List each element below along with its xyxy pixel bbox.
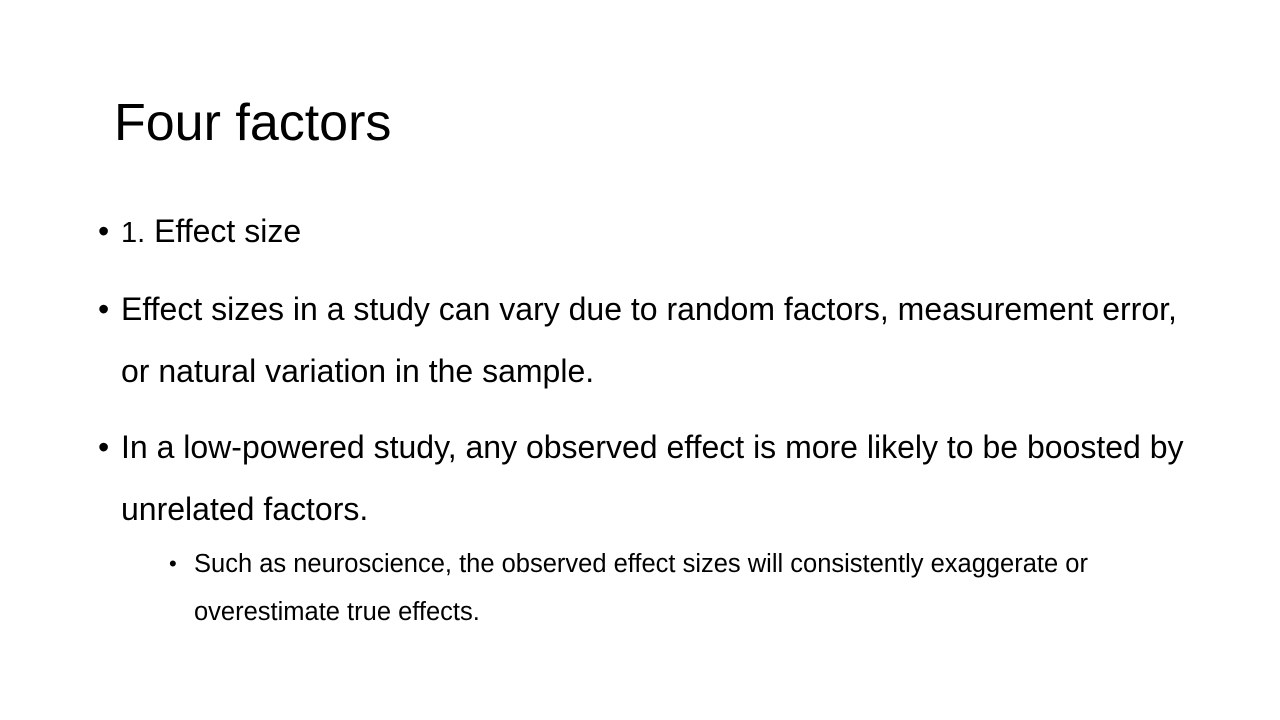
bullet-text: In a low-powered study, any observed eff… [121,429,1184,527]
bullet-marker: • [98,213,110,249]
sub-bullet-item-neuroscience: • Such as neuroscience, the observed eff… [121,540,1198,636]
bullet-text: Effect size [154,213,302,249]
bullet-item-variation: • Effect sizes in a study can vary due t… [98,278,1198,402]
bullet-text: Effect sizes in a study can vary due to … [121,291,1177,389]
slide-title: Four factors [114,94,392,152]
sub-bullet-marker: • [169,551,177,576]
bullet-marker: • [98,429,110,465]
bullet-item-low-powered: • In a low-powered study, any observed e… [98,416,1198,636]
bullet-marker: • [98,291,110,327]
bullet-item-effect-size: • 1. Effect size [98,200,1198,264]
sub-bullet-text: Such as neuroscience, the observed effec… [194,550,1088,626]
bullet-number: 1. [121,217,146,249]
bullet-list: • 1. Effect size • Effect sizes in a stu… [98,200,1198,650]
